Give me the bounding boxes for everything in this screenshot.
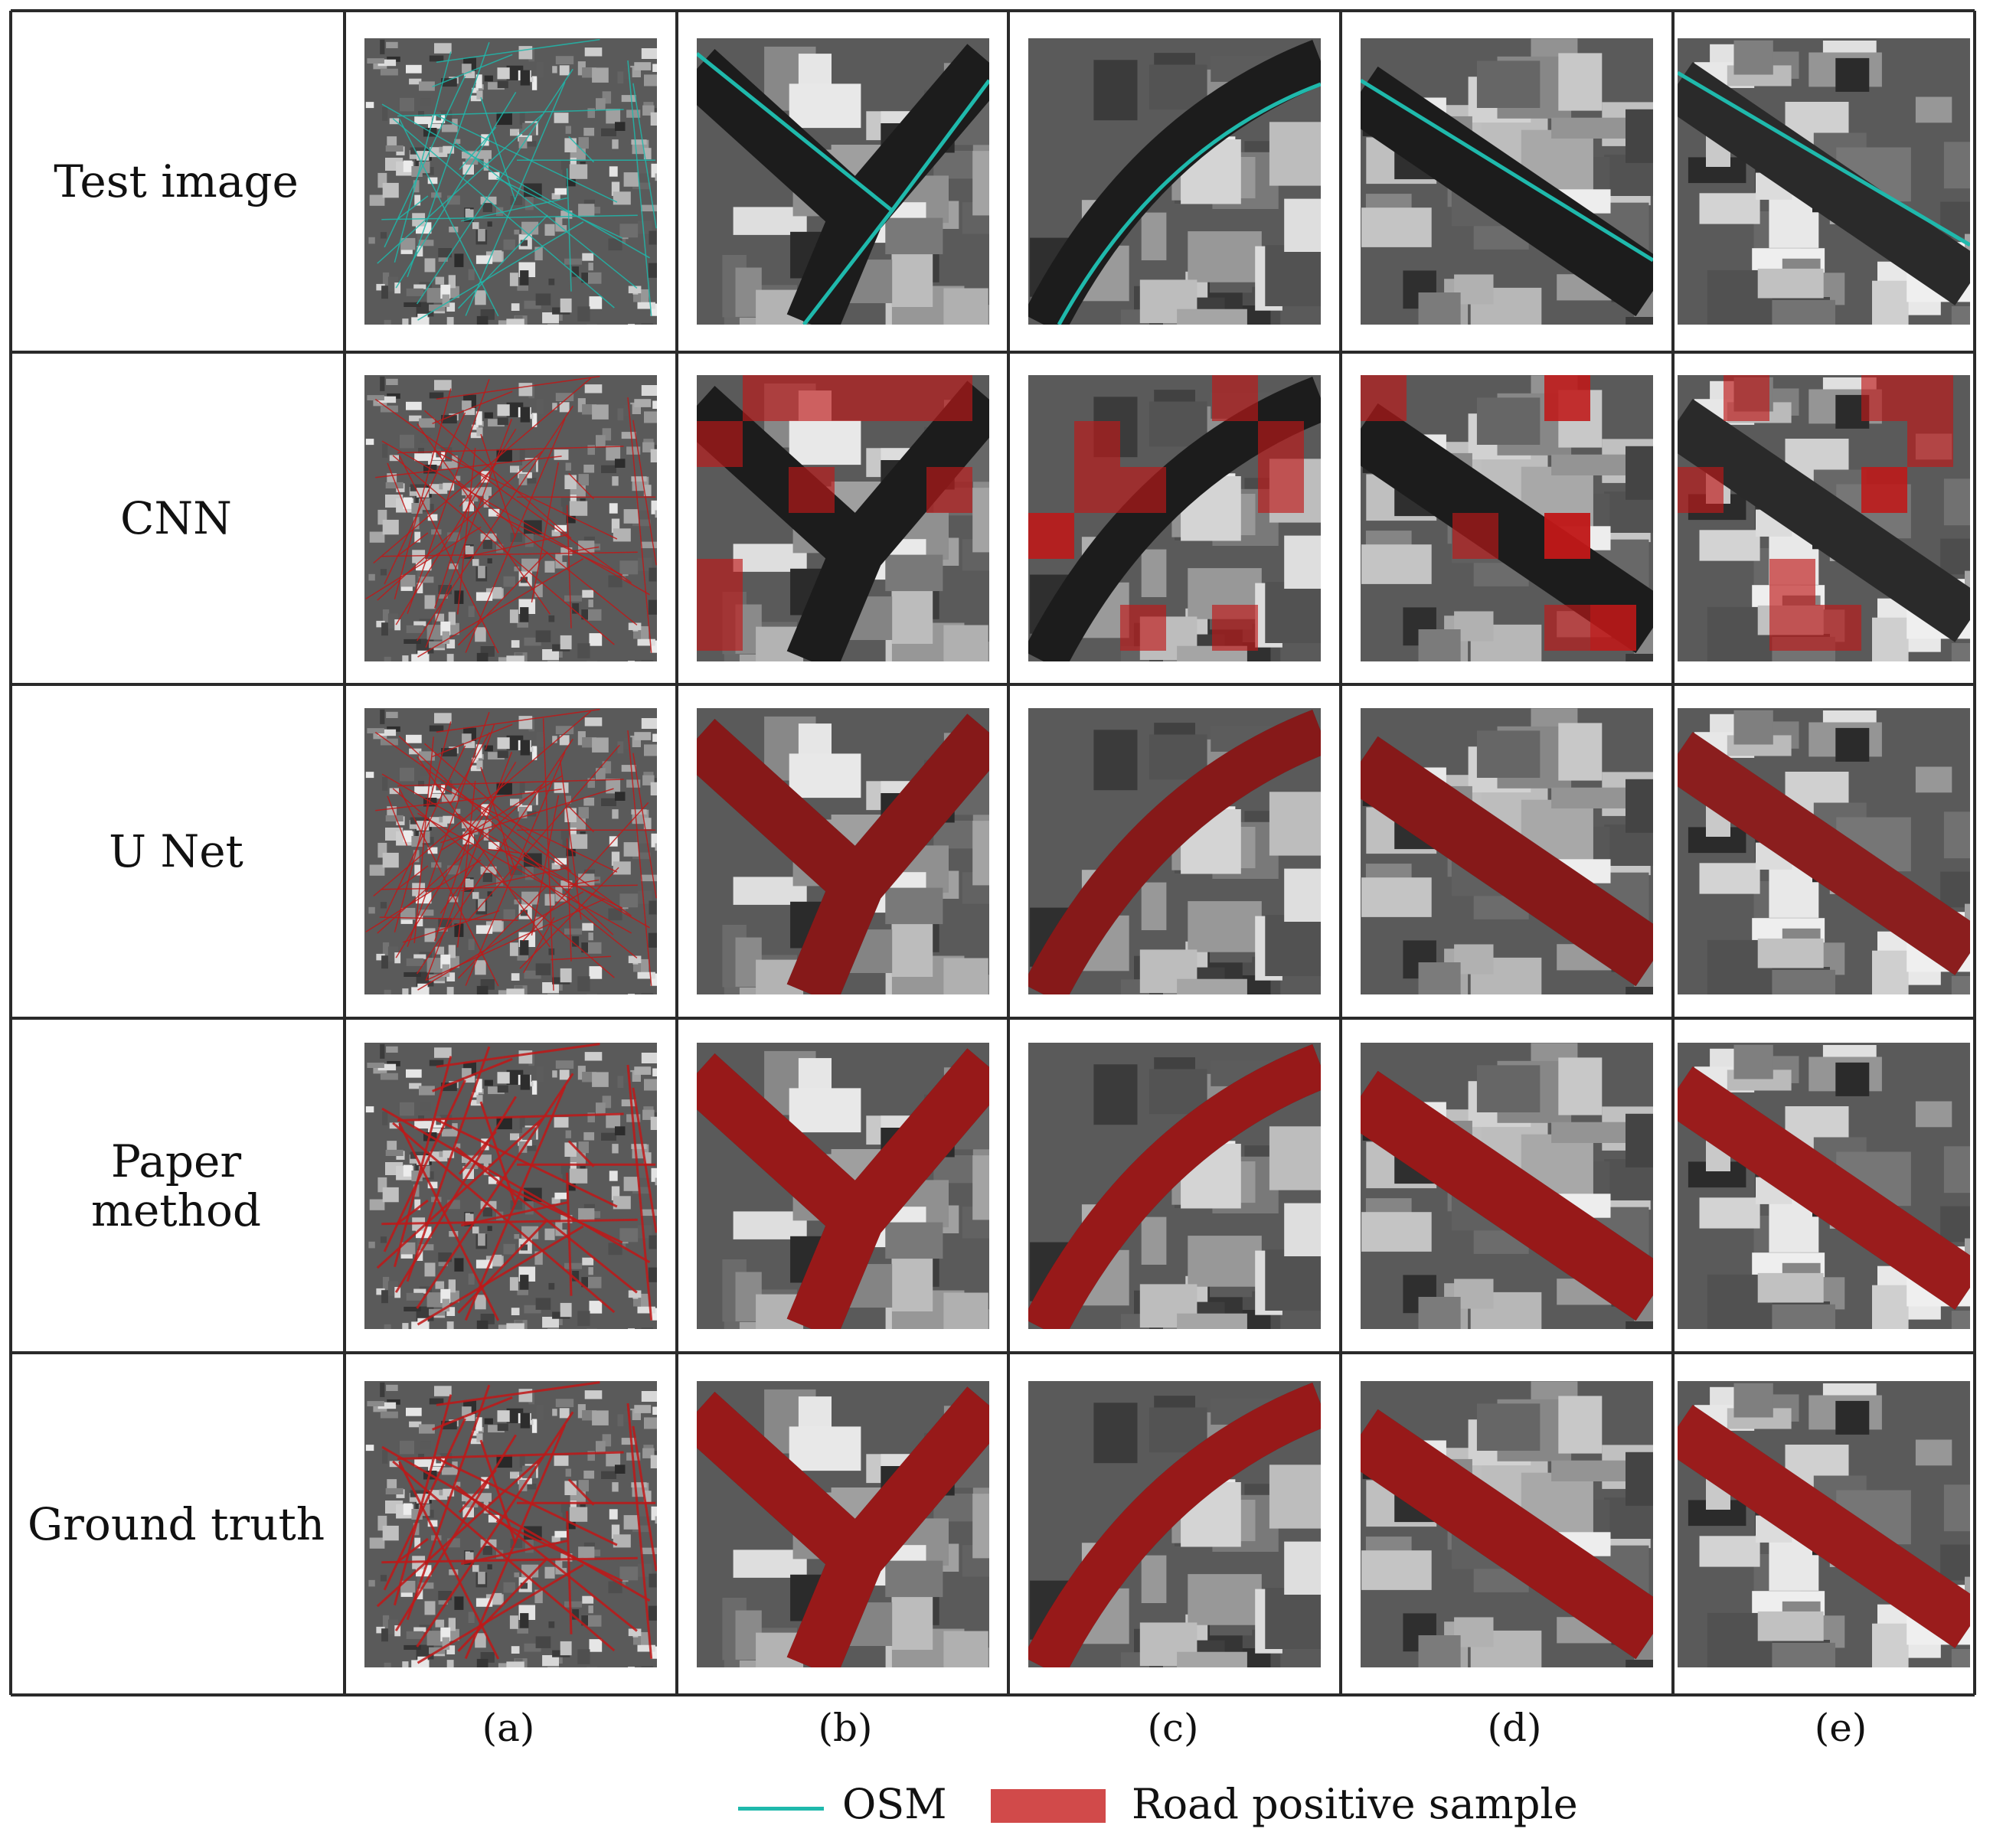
- result-image-ground-truth-a: [364, 1380, 657, 1667]
- grid-vline: [1973, 11, 1976, 1695]
- road-legend-label: Road positive sample: [1132, 1780, 1578, 1828]
- grid-hline: [11, 683, 1975, 686]
- row-label-paper-method: Paper method: [90, 1135, 262, 1236]
- result-image-cnn-c: [1028, 375, 1321, 661]
- grid-hline: [11, 351, 1975, 354]
- result-image-paper-method-b: [696, 1042, 989, 1329]
- column-label-d: (d): [1487, 1706, 1542, 1750]
- grid-vline: [1339, 11, 1342, 1695]
- grid-vline: [9, 11, 12, 1695]
- row-label-cnn: CNN: [120, 492, 232, 544]
- result-image-cnn-d: [1361, 375, 1653, 661]
- osm-legend-label: OSM: [842, 1780, 947, 1828]
- result-image-u-net-a: [364, 708, 657, 994]
- result-image-test-image-a: [364, 38, 657, 325]
- result-image-paper-method-e: [1678, 1042, 1970, 1329]
- figure-grid: Test image CNN U Net Paper method Ground tru…: [9, 9, 1976, 1696]
- legend: OSM Road positive sample: [0, 1776, 2016, 1830]
- row-label-test-image: Test image: [54, 155, 299, 207]
- result-image-cnn-e: [1678, 375, 1970, 661]
- grid-hline: [11, 1017, 1975, 1020]
- result-image-u-net-b: [696, 708, 989, 994]
- result-image-test-image-c: [1028, 38, 1321, 325]
- grid-vline: [675, 11, 678, 1695]
- result-image-paper-method-c: [1028, 1042, 1321, 1329]
- grid-hline: [11, 1693, 1975, 1696]
- row-label-ground-truth: Ground truth: [27, 1497, 325, 1550]
- result-image-test-image-b: [696, 38, 989, 325]
- result-image-ground-truth-d: [1361, 1380, 1653, 1667]
- result-image-ground-truth-b: [696, 1380, 989, 1667]
- grid-vline: [343, 11, 346, 1695]
- result-image-u-net-e: [1678, 708, 1970, 994]
- grid-vline: [1671, 11, 1675, 1695]
- grid-vline: [1007, 11, 1010, 1695]
- row-label-u-net: U Net: [109, 825, 243, 877]
- result-image-u-net-c: [1028, 708, 1321, 994]
- column-label-e: (e): [1814, 1706, 1867, 1750]
- column-label-b: (b): [818, 1706, 873, 1750]
- column-label-c: (c): [1147, 1706, 1199, 1750]
- grid-hline: [11, 1351, 1975, 1354]
- grid-hline: [11, 9, 1975, 12]
- result-image-ground-truth-c: [1028, 1380, 1321, 1667]
- result-image-paper-method-d: [1361, 1042, 1653, 1329]
- result-image-paper-method-a: [364, 1042, 657, 1329]
- result-image-test-image-d: [1361, 38, 1653, 325]
- result-image-test-image-e: [1678, 38, 1970, 325]
- result-image-u-net-d: [1361, 708, 1653, 994]
- result-image-cnn-b: [696, 375, 989, 661]
- column-label-a: (a): [482, 1706, 535, 1750]
- road-legend-swatch: [991, 1789, 1106, 1823]
- osm-legend-swatch: [738, 1807, 824, 1811]
- result-image-cnn-a: [364, 375, 657, 661]
- result-image-ground-truth-e: [1678, 1380, 1970, 1667]
